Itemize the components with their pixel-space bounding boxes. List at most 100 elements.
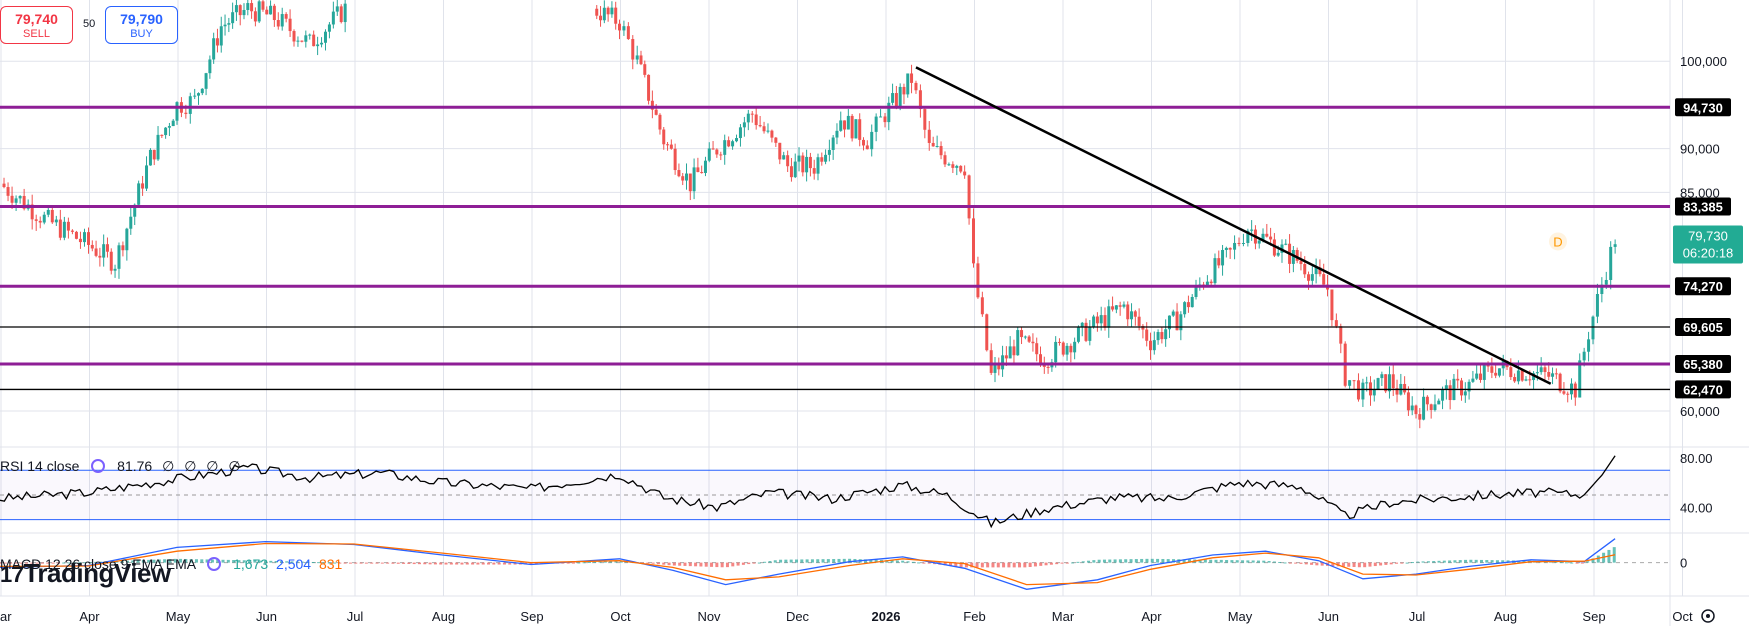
macd-legend[interactable]: MACD 12 26 close 9 EMA EMA 1,673 2,504 8… <box>0 556 342 572</box>
macd-histogram-bar <box>333 562 337 564</box>
candle <box>1528 379 1532 381</box>
candle <box>87 232 90 245</box>
candle <box>1425 396 1429 405</box>
macd-histogram-bar <box>1421 561 1425 563</box>
macd-histogram-bar <box>168 559 172 563</box>
candle <box>1031 341 1035 344</box>
macd-histogram-bar <box>1161 558 1165 563</box>
macd-histogram-bar <box>1522 560 1526 563</box>
macd-histogram-bar <box>1256 560 1260 563</box>
candle <box>246 3 250 10</box>
macd-tick-label: 0 <box>1680 556 1687 571</box>
macd-signal-line <box>0 542 1616 586</box>
candle <box>1478 373 1482 380</box>
trendline[interactable] <box>915 66 1552 385</box>
macd-histogram-bar <box>3 562 7 564</box>
time-axis-label: Jul <box>1409 609 1426 624</box>
time-axis-label: May <box>166 609 191 624</box>
macd-histogram-bar <box>943 562 947 566</box>
candle <box>906 73 910 95</box>
buy-button[interactable]: 79,790 BUY <box>105 6 178 44</box>
candle <box>1020 330 1024 338</box>
settings-icon[interactable] <box>1701 609 1715 623</box>
candle <box>1224 247 1228 250</box>
macd-histogram-bar <box>534 562 538 565</box>
macd-histogram-bar <box>1586 561 1590 563</box>
candle <box>261 1 265 10</box>
macd-histogram-bar <box>1331 562 1335 567</box>
candle <box>870 131 874 150</box>
candle <box>1406 392 1410 411</box>
macd-histogram-bar <box>1076 561 1080 563</box>
candle <box>1237 242 1241 244</box>
candle <box>972 218 975 264</box>
candle <box>105 244 109 252</box>
candle <box>1547 372 1551 377</box>
macd-histogram-bar <box>795 559 798 563</box>
sell-label: SELL <box>23 28 50 40</box>
candle <box>1318 267 1322 275</box>
candle <box>18 195 22 199</box>
candle <box>1322 274 1326 285</box>
candle <box>1403 383 1407 393</box>
macd-histogram-bar <box>566 562 570 564</box>
macd-histogram-bar <box>141 560 145 563</box>
macd-histogram-bar <box>481 562 485 565</box>
macd-histogram-bar <box>1416 561 1420 563</box>
macd-histogram-bar <box>1368 562 1372 567</box>
level-label-bg <box>1675 354 1731 373</box>
candle <box>1145 329 1149 341</box>
time-axis-label: Jun <box>256 609 277 624</box>
candle <box>1171 311 1175 316</box>
macd-histogram-bar <box>1379 562 1383 566</box>
macd-histogram-bar <box>248 560 252 563</box>
rsi-legend[interactable]: RSI 14 close 81.76 ∅ ∅ ∅ ∅ <box>0 458 241 475</box>
macd-histogram-bar <box>226 559 230 563</box>
candle <box>658 114 662 130</box>
dividend-marker[interactable] <box>1549 232 1567 251</box>
macd-histogram-bar <box>83 562 87 564</box>
candle <box>257 1 261 22</box>
candle <box>1299 260 1303 265</box>
candle <box>117 245 121 269</box>
candle <box>219 26 223 46</box>
candle <box>1604 279 1608 285</box>
macd-toggle-icon[interactable] <box>207 557 222 571</box>
candle <box>1582 351 1586 361</box>
macd-histogram-bar <box>1129 559 1133 563</box>
macd-histogram-bar <box>62 562 66 564</box>
candle <box>70 230 74 232</box>
macd-histogram-bar <box>423 562 427 565</box>
time-axis-label: 2026 <box>872 609 901 624</box>
macd-histogram-bar <box>412 562 416 565</box>
macd-histogram-bar <box>768 561 772 563</box>
macd-histogram-bar <box>1432 561 1436 563</box>
rsi-toggle-icon[interactable] <box>91 459 106 473</box>
macd-histogram-bar <box>906 561 910 563</box>
macd-histogram-bar <box>757 562 761 564</box>
sell-button[interactable]: 79,740 SELL <box>0 6 73 44</box>
candle <box>238 5 242 16</box>
macd-histogram-bar <box>375 562 379 564</box>
candle <box>1372 389 1376 396</box>
candle <box>14 198 18 203</box>
macd-histogram-bar <box>1320 562 1324 566</box>
macd-histogram-bar <box>901 560 905 563</box>
macd-histogram-bar <box>306 561 310 563</box>
candle <box>1429 404 1433 410</box>
candle <box>272 5 276 21</box>
candle <box>1463 391 1467 396</box>
candle <box>1475 373 1479 379</box>
macd-histogram-bar <box>1479 559 1483 563</box>
candle <box>963 171 967 176</box>
candle <box>1444 385 1448 390</box>
candle <box>939 146 943 156</box>
candle <box>231 12 235 24</box>
candle <box>1103 315 1107 328</box>
candle <box>1088 326 1092 341</box>
macd-histogram-bar <box>88 562 92 564</box>
macd-histogram-bar <box>1373 562 1377 567</box>
candle <box>304 35 308 42</box>
macd-title: MACD 12 26 close 9 EMA EMA <box>0 556 196 572</box>
